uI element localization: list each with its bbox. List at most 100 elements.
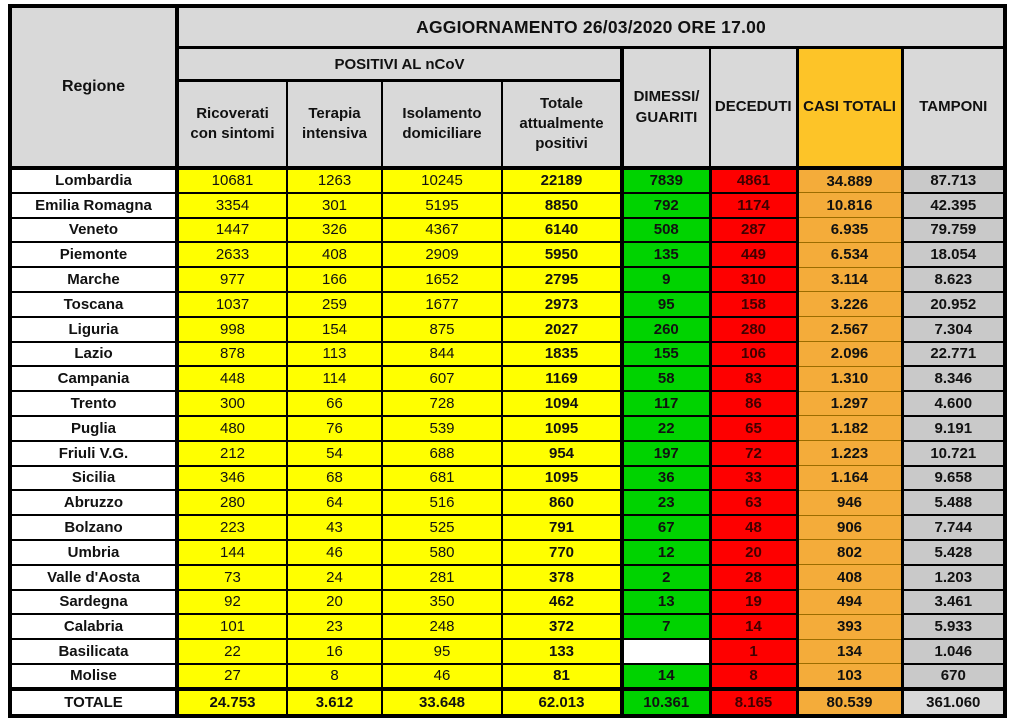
region-name-cell: Liguria	[9, 315, 179, 343]
deceduti-cell: 8.165	[708, 686, 799, 717]
tamponi-cell: 5.428	[900, 538, 1007, 566]
ricoverati-cell: 346	[176, 464, 288, 492]
table-body: Lombardia 10681 1263 10245 22189 7839 4861 34.8…	[9, 167, 1007, 718]
totale-positivi-cell: 2795	[501, 266, 624, 293]
isolamento-cell: 1677	[381, 290, 503, 318]
isolamento-header: Isolamento domiciliare	[381, 79, 503, 170]
deceduti-cell: 65	[708, 414, 799, 442]
table-row: Trento 300 66 728 1094 117 86 1.297 4.600	[9, 390, 1007, 417]
ricoverati-cell: 22	[176, 638, 288, 665]
dimessi-guariti-cell: 135	[620, 241, 712, 269]
deceduti-cell: 449	[708, 241, 799, 269]
tamponi-cell: 3.461	[900, 588, 1007, 616]
casi-totali-cell: 3.226	[795, 291, 904, 318]
table-row: Toscana 1037 259 1677 2973 95 158 3.226 20.952	[9, 290, 1007, 318]
tamponi-cell: 5.488	[900, 489, 1007, 517]
table-row: Lazio 878 113 844 1835 155 106 2.096 22.771	[9, 340, 1007, 368]
terapia-intensiva-cell: 1263	[286, 167, 383, 194]
dimessi-guariti-cell: 792	[620, 191, 712, 219]
dimessi-guariti-cell: 58	[620, 365, 712, 393]
terapia-intensiva-cell: 24	[286, 563, 383, 591]
region-name-cell: Puglia	[9, 414, 179, 442]
dimessi-guariti-cell: 197	[620, 439, 712, 467]
dimessi-guariti-cell: 10.361	[620, 686, 712, 717]
casi-totali-cell: 1.182	[795, 415, 904, 442]
dimessi-guariti-cell: 13	[620, 588, 712, 616]
table-row: Liguria 998 154 875 2027 260 280 2.567 7.304	[9, 315, 1007, 343]
sub-header-row: Ricoverati con sintomi Terapia intensiva…	[10, 79, 1005, 170]
totale-positivi-cell: 6140	[501, 216, 624, 244]
region-name-cell: Valle d'Aosta	[9, 563, 179, 591]
region-name-cell: Bolzano	[9, 514, 179, 541]
terapia-intensiva-cell: 66	[286, 390, 383, 417]
deceduti-cell: 14	[708, 613, 799, 641]
region-name-cell: Friuli V.G.	[9, 439, 179, 467]
totale-positivi-cell: 372	[501, 613, 624, 641]
region-name-cell: Sardegna	[9, 588, 179, 616]
dimessi-guariti-cell: 117	[620, 390, 712, 417]
isolamento-cell: 95	[381, 638, 503, 665]
terapia-intensiva-cell: 114	[286, 365, 383, 393]
casi-totali-cell: 393	[795, 613, 904, 640]
casi-totali-cell: 1.164	[795, 465, 904, 491]
region-name-cell: Marche	[9, 266, 179, 293]
tamponi-cell: 1.046	[900, 638, 1007, 665]
table-row: Umbria 144 46 580 770 12 20 802 5.428	[9, 538, 1007, 566]
tamponi-cell: 361.060	[900, 686, 1007, 718]
totale-positivi-cell: 860	[501, 489, 624, 517]
totale-positivi-cell: 5950	[501, 241, 624, 269]
totale-positivi-cell: 378	[501, 563, 624, 591]
region-name-cell: Molise	[9, 662, 179, 690]
terapia-intensiva-header: Terapia intensiva	[286, 79, 383, 170]
isolamento-cell: 248	[381, 613, 503, 641]
tamponi-cell: 87.713	[900, 167, 1007, 194]
terapia-intensiva-cell: 259	[286, 290, 383, 318]
table-row: Piemonte 2633 408 2909 5950 135 449 6.534 18.054	[9, 241, 1007, 269]
terapia-intensiva-cell: 46	[286, 538, 383, 566]
isolamento-cell: 4367	[381, 216, 503, 244]
isolamento-cell: 1652	[381, 266, 503, 293]
isolamento-cell: 281	[381, 563, 503, 591]
ricoverati-cell: 280	[176, 489, 288, 517]
deceduti-cell: 86	[708, 390, 799, 417]
dimessi-guariti-cell: 2	[620, 563, 712, 591]
casi-totali-cell: 2.096	[795, 341, 904, 367]
deceduti-cell: 287	[708, 216, 799, 244]
totale-positivi-cell: 22189	[501, 167, 624, 194]
tamponi-cell: 9.658	[900, 464, 1007, 492]
casi-totali-cell: 408	[795, 564, 904, 591]
ricoverati-cell: 977	[176, 266, 288, 293]
dimessi-guariti-cell: 12	[620, 538, 712, 566]
ricoverati-cell: 300	[176, 390, 288, 417]
deceduti-cell: 1	[708, 638, 799, 665]
ricoverati-cell: 144	[176, 538, 288, 566]
positivi-group-header: POSITIVI AL nCoV	[176, 46, 624, 82]
deceduti-cell: 4861	[708, 167, 799, 194]
casi-totali-cell: 494	[795, 589, 904, 615]
region-name-cell: Veneto	[9, 216, 179, 244]
isolamento-cell: 350	[381, 588, 503, 616]
casi-totali-cell: 134	[795, 638, 904, 665]
isolamento-cell: 875	[381, 315, 503, 343]
ricoverati-cell: 73	[176, 563, 288, 591]
tamponi-cell: 7.744	[900, 514, 1007, 541]
terapia-intensiva-cell: 3.612	[286, 686, 383, 717]
casi-totali-cell: 103	[795, 663, 904, 690]
table-row: Friuli V.G. 212 54 688 954 197 72 1.223 10.721	[9, 439, 1007, 467]
ricoverati-header: Ricoverati con sintomi	[176, 79, 288, 170]
region-name-cell: Lombardia	[9, 167, 179, 194]
isolamento-cell: 688	[381, 439, 503, 467]
ricoverati-cell: 24.753	[176, 686, 288, 717]
terapia-intensiva-cell: 408	[286, 241, 383, 269]
isolamento-cell: 539	[381, 414, 503, 442]
casi-totali-cell: 6.534	[795, 241, 904, 268]
terapia-intensiva-cell: 301	[286, 191, 383, 219]
ricoverati-cell: 1447	[176, 216, 288, 244]
casi-totali-cell: 3.114	[795, 266, 904, 293]
deceduti-cell: 8	[708, 662, 799, 690]
casi-totali-header: CASI TOTALI	[795, 46, 904, 170]
region-name-cell: Abruzzo	[9, 489, 179, 517]
totale-positivi-cell: 2973	[501, 290, 624, 318]
ricoverati-cell: 101	[176, 613, 288, 641]
